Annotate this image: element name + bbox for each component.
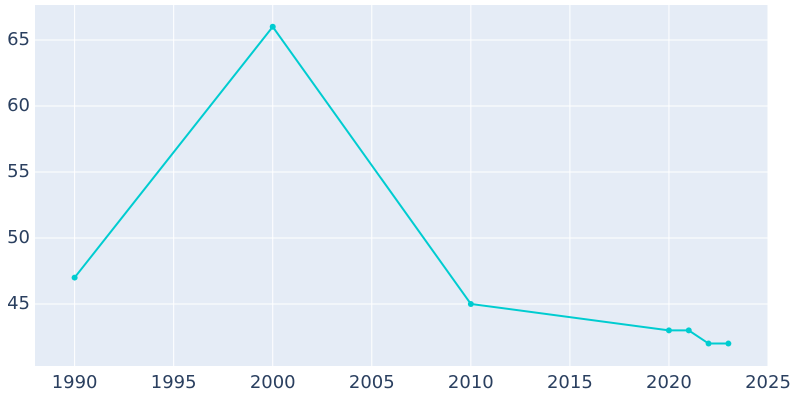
- plot-area: [35, 5, 768, 366]
- x-tick-label: 1990: [52, 372, 98, 393]
- x-tick-label: 2015: [547, 372, 593, 393]
- x-tick-label: 2025: [745, 372, 791, 393]
- y-tick-label: 45: [7, 293, 30, 314]
- y-tick-label: 50: [7, 227, 30, 248]
- x-tick-label: 2000: [250, 372, 296, 393]
- data-point: [71, 274, 78, 281]
- x-tick-label: 2010: [448, 372, 494, 393]
- data-point: [665, 327, 672, 334]
- y-tick-label: 65: [7, 29, 30, 50]
- y-tick-label: 60: [7, 95, 30, 116]
- y-tick-label: 55: [7, 161, 30, 182]
- x-tick-label: 1995: [151, 372, 197, 393]
- data-point: [705, 340, 712, 347]
- data-point: [269, 23, 276, 30]
- data-point: [467, 300, 474, 307]
- x-tick-label: 2020: [646, 372, 692, 393]
- x-tick-label: 2005: [349, 372, 395, 393]
- data-point: [725, 340, 732, 347]
- data-point: [685, 327, 692, 334]
